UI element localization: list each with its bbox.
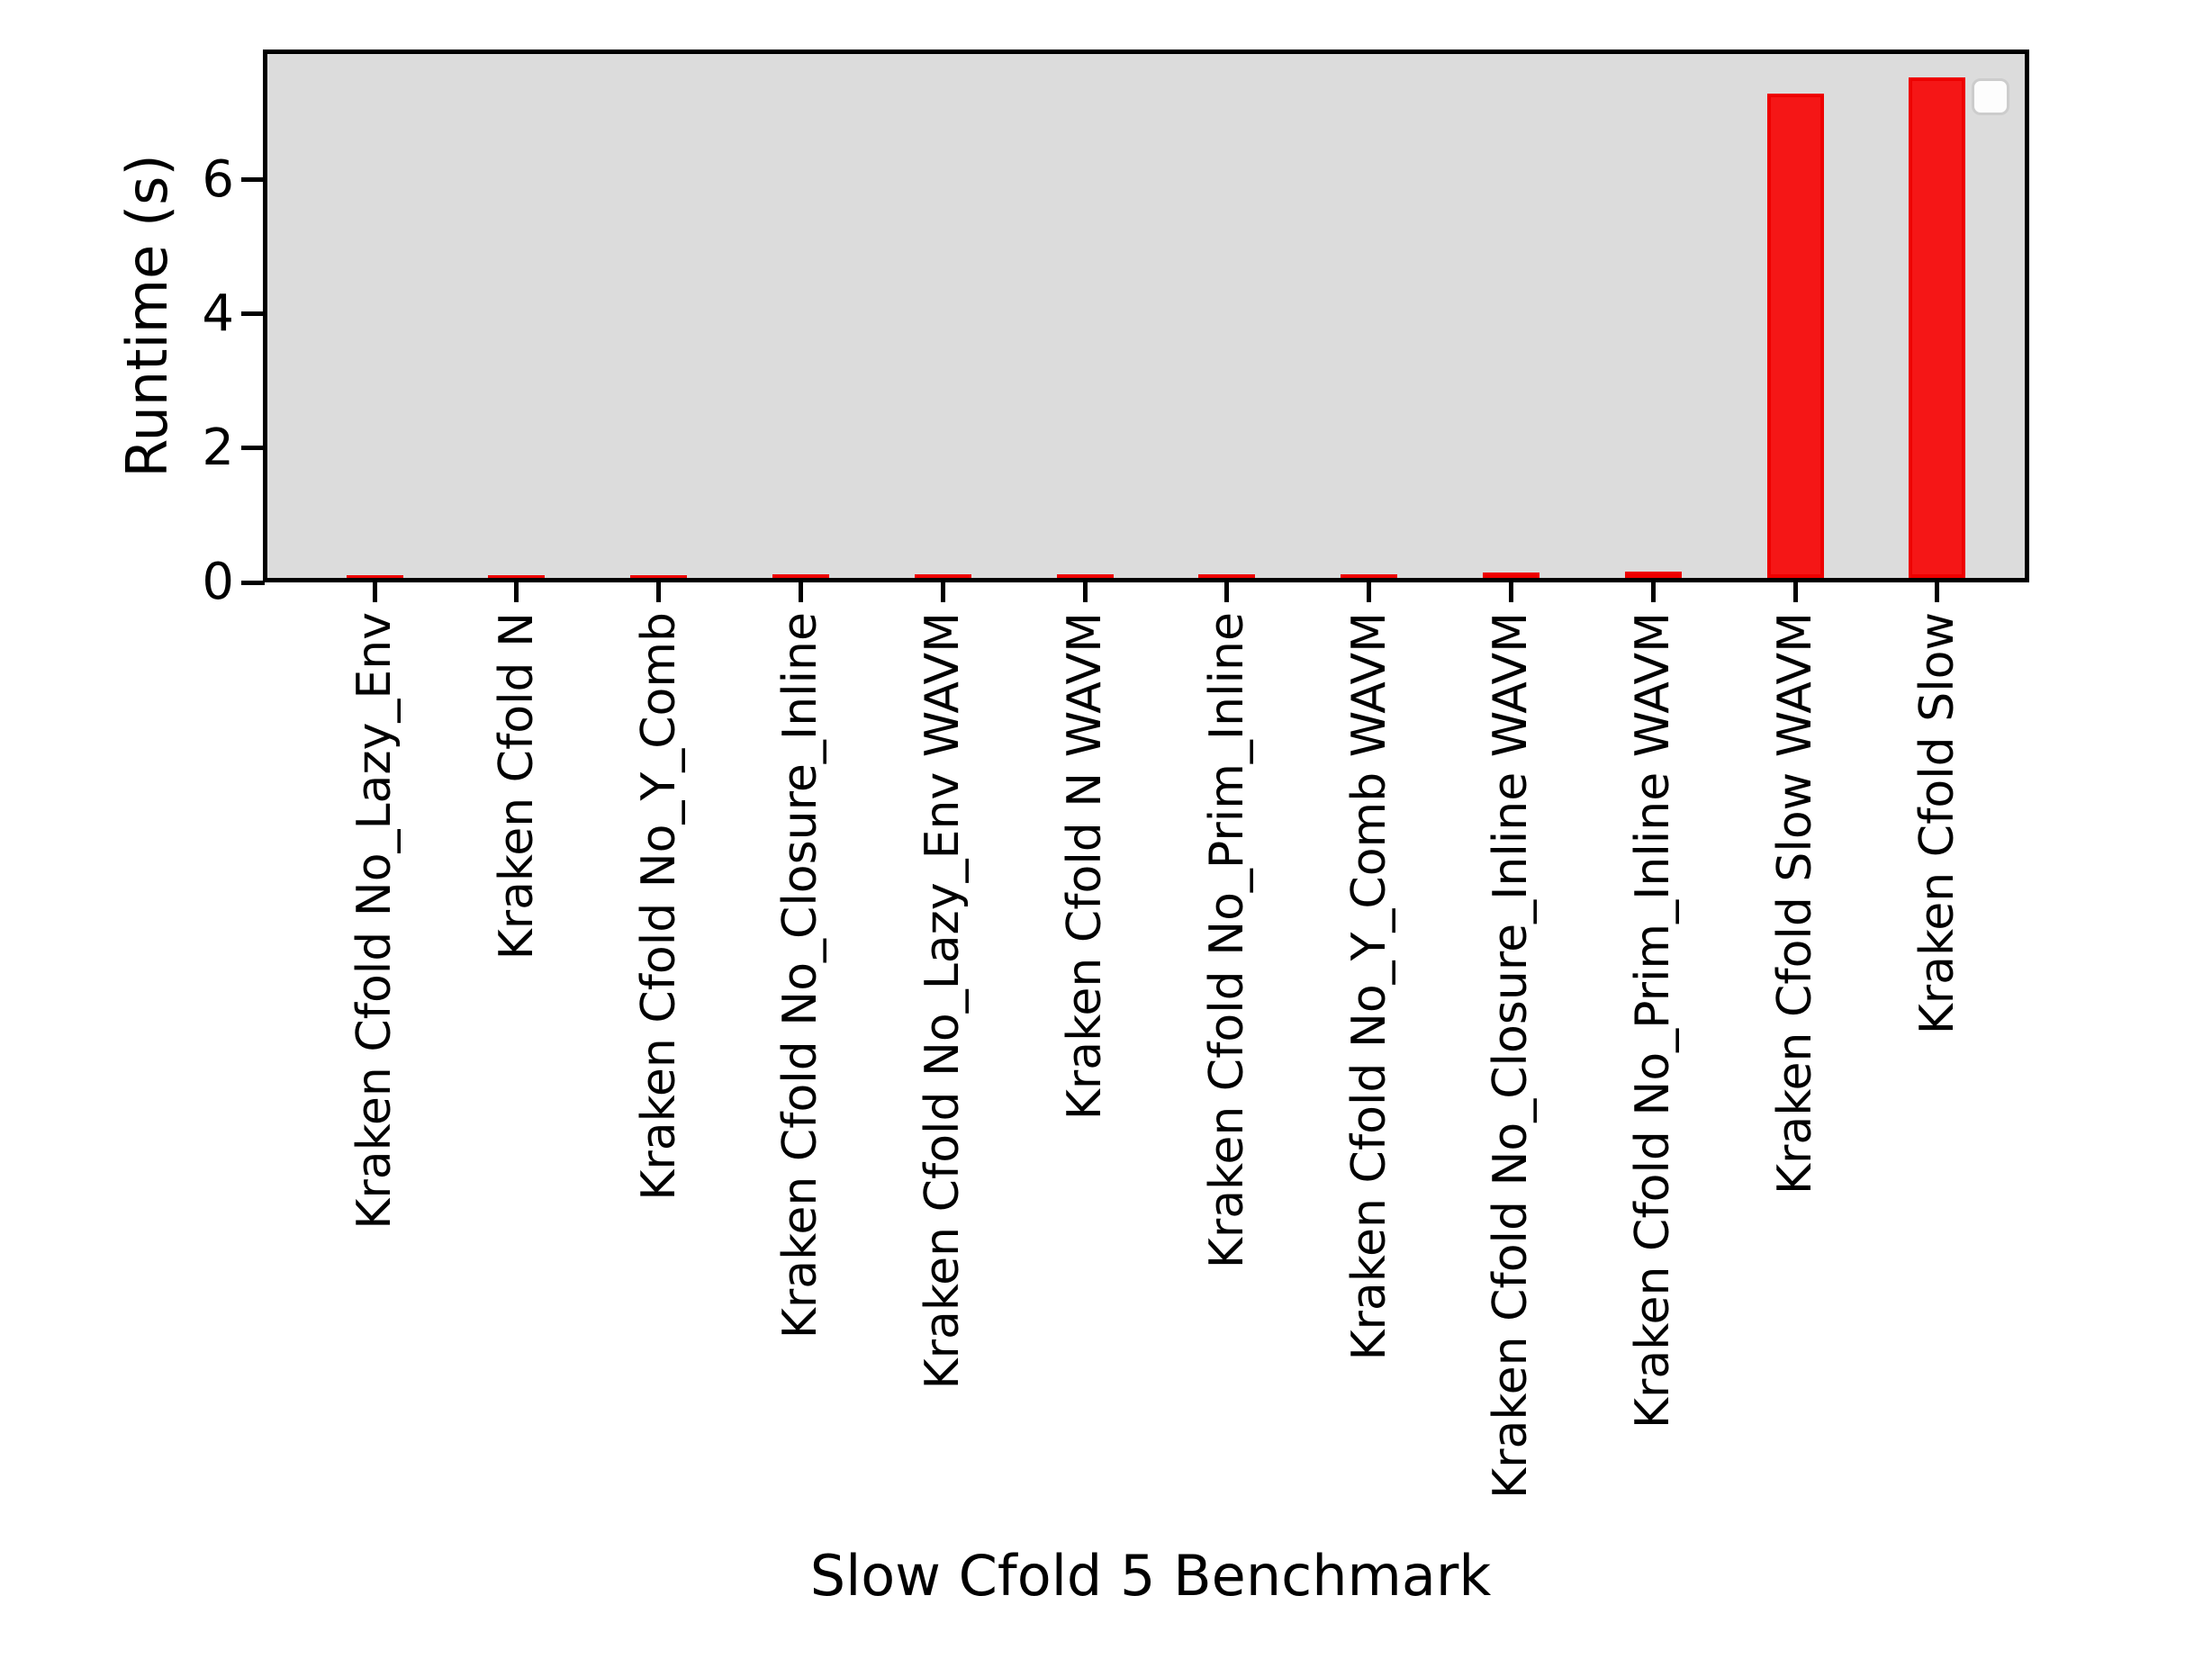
- x-tick-label-4: Kraken Cfold No_Closure_Inline: [773, 612, 828, 1339]
- legend-box: [1972, 78, 2009, 115]
- bar-2: [488, 575, 546, 578]
- x-tick-label-10: Kraken Cfold No_Prim_Inline WAVM: [1626, 612, 1681, 1429]
- bar-4: [772, 574, 829, 578]
- x-tick-mark-2: [514, 582, 519, 602]
- x-tick-mark-12: [1935, 582, 1940, 602]
- y-tick-label-0: 0: [202, 553, 234, 611]
- bar-1: [346, 575, 403, 578]
- bar-5: [914, 574, 971, 578]
- bar-8: [1341, 573, 1398, 578]
- plot-area: [263, 50, 2029, 582]
- x-tick-mark-10: [1650, 582, 1656, 602]
- y-tick-mark-2: [241, 446, 265, 451]
- y-tick-mark-6: [241, 177, 265, 183]
- bar-6: [1056, 573, 1114, 578]
- x-tick-mark-8: [1367, 582, 1372, 602]
- y-tick-label-2: 2: [202, 418, 234, 477]
- x-axis-label: Slow Cfold 5 Benchmark: [809, 1543, 1492, 1609]
- x-tick-label-12: Kraken Cfold Slow: [1910, 612, 1964, 1035]
- x-tick-mark-1: [372, 582, 377, 602]
- x-tick-mark-5: [940, 582, 945, 602]
- x-tick-label-9: Kraken Cfold No_Closure_Inline WAVM: [1484, 612, 1539, 1499]
- bar-12: [1909, 77, 1966, 578]
- x-tick-mark-9: [1508, 582, 1513, 602]
- y-tick-label-6: 6: [202, 149, 234, 209]
- x-tick-label-5: Kraken Cfold No_Lazy_Env WAVM: [916, 612, 971, 1390]
- bar-3: [630, 575, 688, 578]
- bar-10: [1624, 572, 1682, 578]
- x-tick-mark-3: [656, 582, 662, 602]
- x-tick-label-1: Kraken Cfold No_Lazy_Env: [348, 612, 402, 1230]
- y-tick-mark-4: [241, 311, 265, 317]
- y-tick-mark-0: [241, 580, 265, 585]
- x-tick-label-11: Kraken Cfold Slow WAVM: [1768, 612, 1822, 1195]
- bar-9: [1482, 573, 1539, 578]
- bar-7: [1198, 573, 1256, 578]
- x-tick-mark-7: [1224, 582, 1230, 602]
- x-tick-mark-6: [1082, 582, 1088, 602]
- x-tick-label-2: Kraken Cfold N: [489, 612, 544, 960]
- x-tick-label-8: Kraken Cfold No_Y_Comb WAVM: [1341, 612, 1396, 1361]
- y-tick-label-4: 4: [202, 284, 234, 343]
- x-tick-mark-11: [1792, 582, 1798, 602]
- x-tick-label-6: Kraken Cfold N WAVM: [1058, 612, 1112, 1121]
- x-tick-label-7: Kraken Cfold No_Prim_Inline: [1199, 612, 1254, 1269]
- bar-11: [1766, 94, 1824, 578]
- x-tick-label-3: Kraken Cfold No_Y_Comb: [631, 612, 686, 1201]
- x-tick-mark-4: [798, 582, 803, 602]
